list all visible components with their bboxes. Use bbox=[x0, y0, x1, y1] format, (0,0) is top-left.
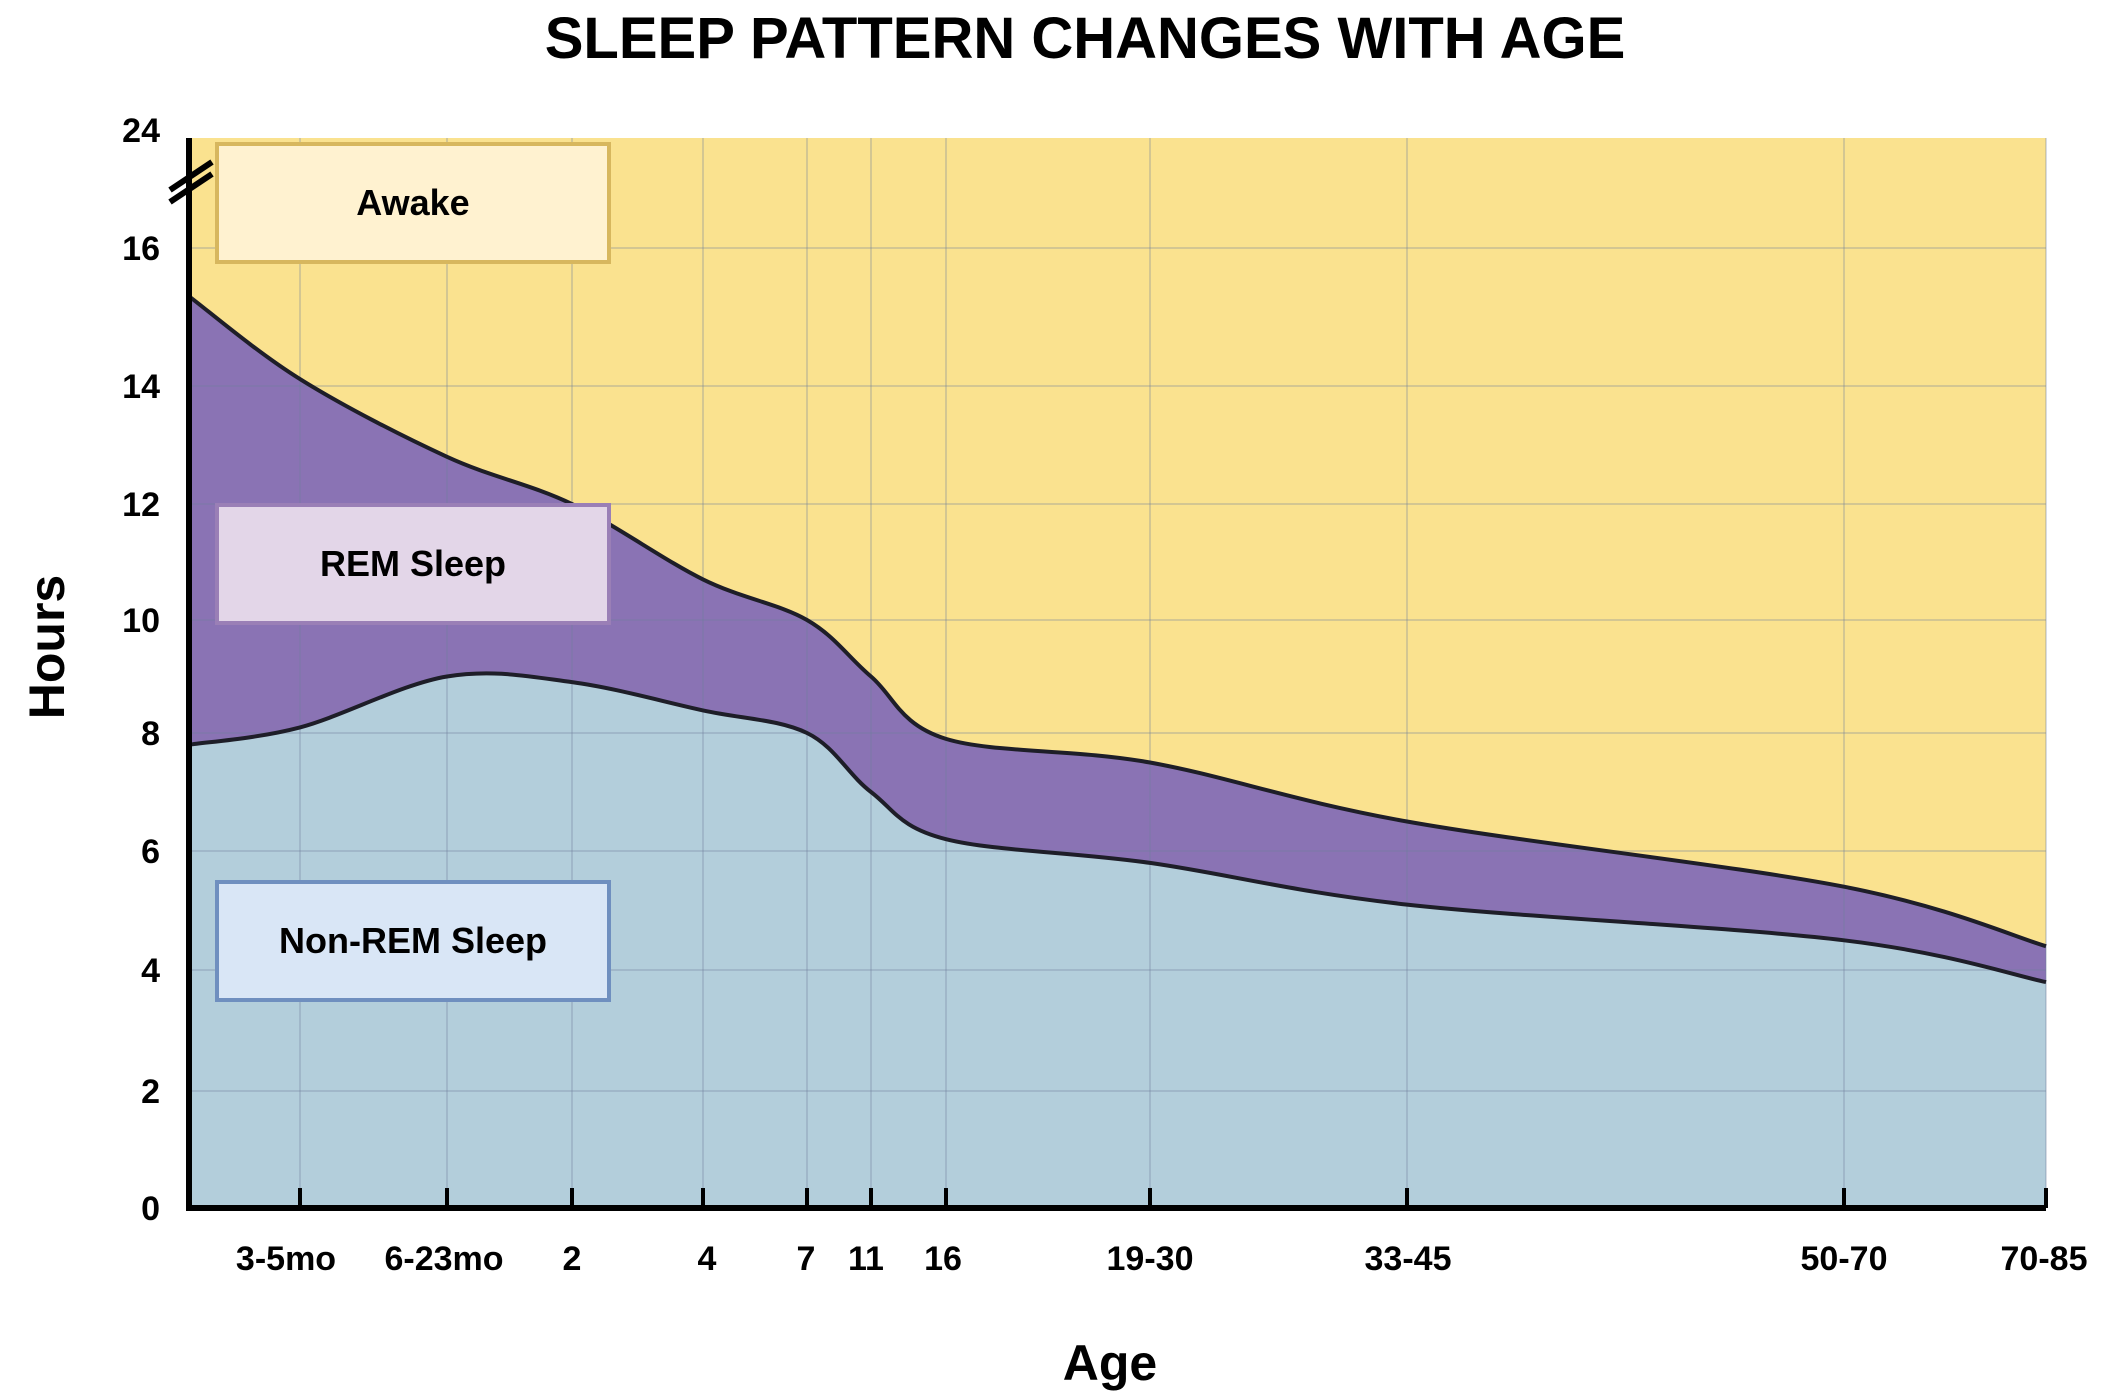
boundary-lines bbox=[187, 294, 2047, 985]
x-tick-label: 16 bbox=[924, 1240, 962, 1278]
x-tick-label: 33-45 bbox=[1365, 1240, 1452, 1278]
y-tick-label: 8 bbox=[141, 715, 160, 753]
x-tick-label: 70-85 bbox=[2001, 1240, 2088, 1278]
y-tick-label: 0 bbox=[141, 1190, 160, 1228]
axis-break-mark bbox=[168, 159, 214, 193]
plot-areas bbox=[189, 138, 2046, 1208]
nonrem-rem-boundary bbox=[188, 671, 2047, 985]
y-tick-label: 12 bbox=[122, 486, 160, 524]
legend-label-2: Non-REM Sleep bbox=[279, 920, 547, 961]
x-tick-label: 3-5mo bbox=[236, 1240, 336, 1278]
y-tick-label: 6 bbox=[141, 833, 160, 871]
axis-break-mark bbox=[168, 171, 214, 205]
legend-label-0: Awake bbox=[356, 182, 469, 223]
legend-box-2 bbox=[215, 880, 611, 1002]
rem-awake-boundary bbox=[187, 294, 2047, 949]
x-tick-label: 6-23mo bbox=[384, 1240, 503, 1278]
x-tick-label: 7 bbox=[797, 1240, 816, 1278]
x-axis-title: Age bbox=[1063, 1335, 1157, 1391]
legend-box-1 bbox=[215, 503, 611, 625]
axes bbox=[168, 138, 2048, 1211]
x-tick-label: 50-70 bbox=[1801, 1240, 1888, 1278]
x-tick-label: 4 bbox=[698, 1240, 717, 1278]
y-tick-label: 14 bbox=[122, 368, 160, 406]
nonrem-area bbox=[189, 673, 2046, 1208]
y-axis-title: Hours bbox=[19, 575, 75, 719]
y-tick-label: 4 bbox=[141, 952, 160, 990]
legend: Awake REM Sleep Non-REM Sleep bbox=[215, 142, 611, 1002]
x-tick-label: 2 bbox=[563, 1240, 582, 1278]
chart-title: SLEEP PATTERN CHANGES WITH AGE bbox=[545, 6, 1626, 71]
y-tick-label: 16 bbox=[122, 230, 160, 268]
y-tick-label: 24 bbox=[122, 112, 160, 150]
x-tick-label: 19-30 bbox=[1107, 1240, 1194, 1278]
legend-label-1: REM Sleep bbox=[320, 543, 506, 584]
legend-box-0 bbox=[215, 142, 611, 264]
x-tick-label: 11 bbox=[848, 1240, 884, 1278]
y-tick-label: 10 bbox=[122, 602, 160, 640]
y-tick-label: 2 bbox=[141, 1073, 160, 1111]
